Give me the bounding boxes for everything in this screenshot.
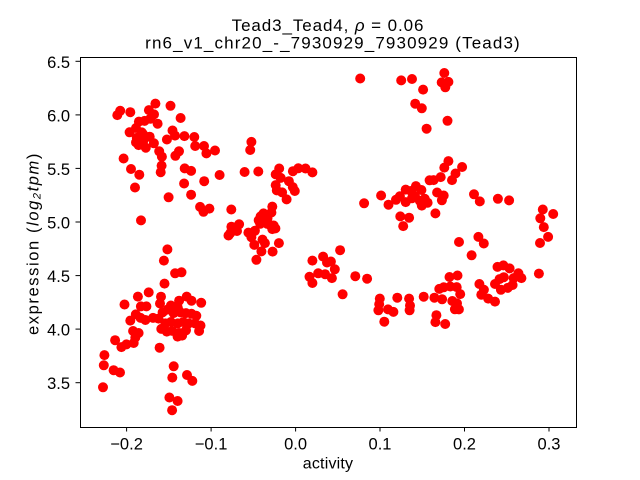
svg-text:Tead3_Tead4, ρ = 0.06: Tead3_Tead4, ρ = 0.06 [232,16,425,35]
svg-text:5.5: 5.5 [47,161,70,179]
svg-text:activity: activity [303,455,354,472]
svg-text:4.0: 4.0 [47,322,70,340]
svg-text:−0.1: −0.1 [195,436,228,454]
svg-text:3.5: 3.5 [47,375,70,393]
svg-text:expression (log2tpm): expression (log2tpm) [25,152,44,335]
svg-text:6.0: 6.0 [47,107,70,125]
svg-text:0.3: 0.3 [538,436,561,454]
svg-text:0.0: 0.0 [284,436,307,454]
svg-text:0.1: 0.1 [369,436,392,454]
svg-text:−0.2: −0.2 [110,436,143,454]
svg-text:6.5: 6.5 [47,54,70,72]
svg-text:0.2: 0.2 [453,436,476,454]
svg-text:5.0: 5.0 [47,215,70,233]
svg-text:4.5: 4.5 [47,268,70,286]
svg-text:rn6_v1_chr20_-_7930929_7930929: rn6_v1_chr20_-_7930929_7930929 (Tead3) [145,34,521,53]
